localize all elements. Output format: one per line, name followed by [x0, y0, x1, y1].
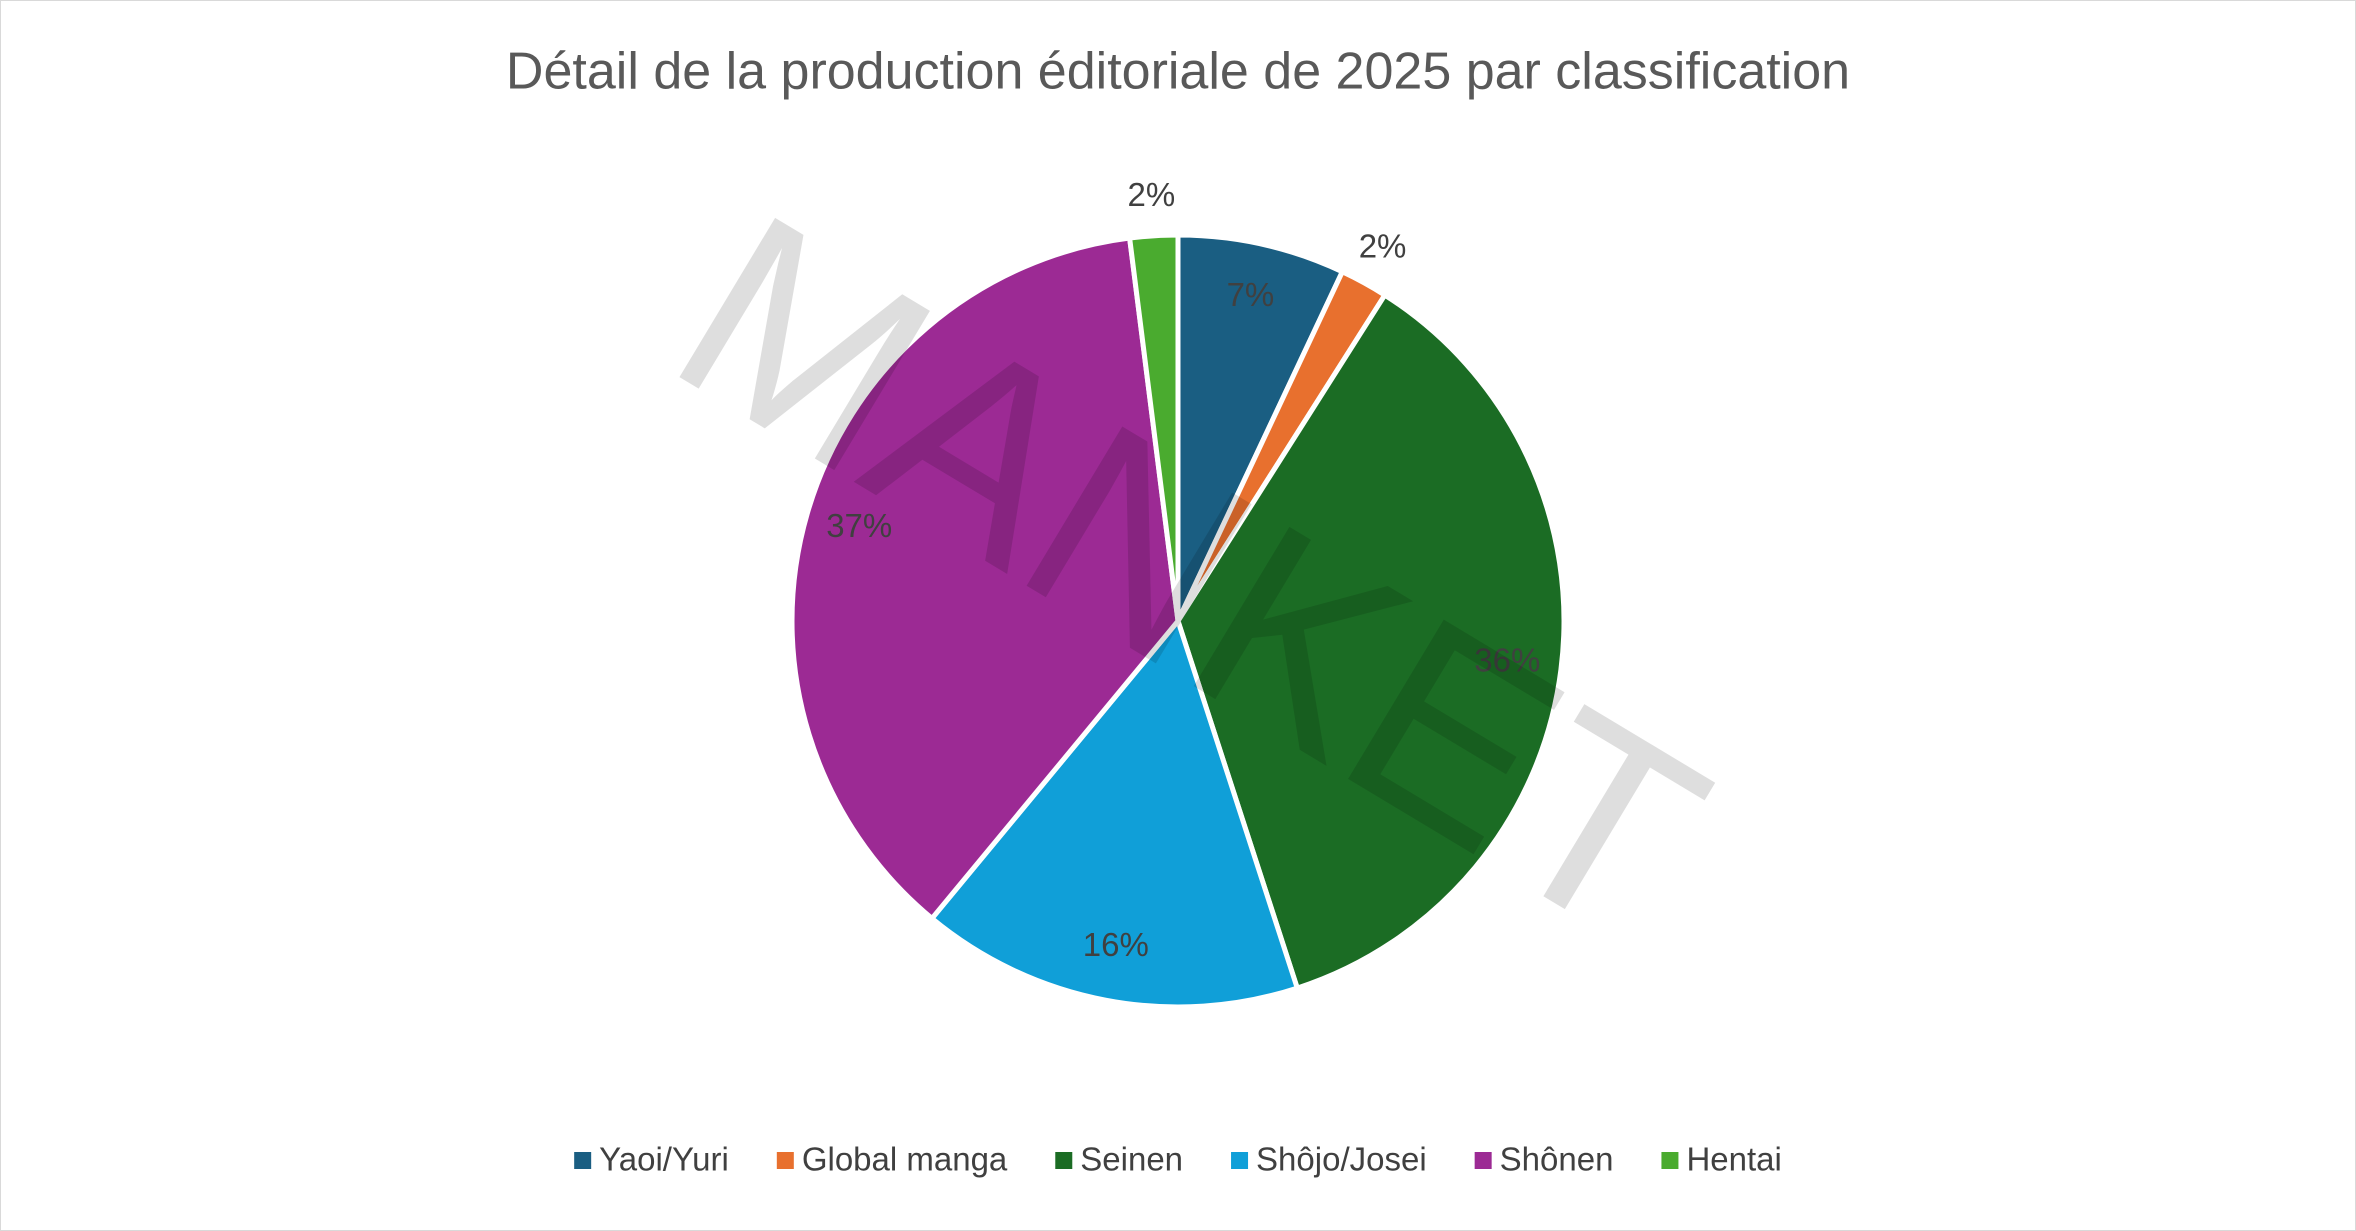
chart-title: Détail de la production éditoriale de 20… [506, 43, 1850, 101]
legend-label: Shôjo/Josei [1256, 1141, 1427, 1178]
legend-label: Global manga [802, 1141, 1008, 1178]
legend-label: Hentai [1686, 1141, 1781, 1178]
pie-slice [1175, 292, 1567, 991]
legend-swatch [1231, 1152, 1249, 1169]
pie-slice [789, 235, 1181, 921]
legend-label: Seinen [1080, 1141, 1183, 1178]
data-labels: 7% 2% 36% 16% 37% 2% [826, 176, 1540, 963]
legend-swatch [574, 1152, 592, 1169]
legend-swatch [1055, 1152, 1073, 1169]
data-label: 2% [1359, 228, 1407, 265]
data-label: 2% [1127, 176, 1175, 213]
pie-slice [1127, 232, 1181, 624]
legend-label: Yaoi/Yuri [599, 1141, 729, 1178]
legend-swatch [1661, 1152, 1679, 1169]
pie-slice [1175, 232, 1345, 624]
data-label: 16% [1083, 926, 1149, 963]
data-label: 37% [826, 507, 892, 544]
pie-slice [929, 618, 1300, 1010]
data-label: 36% [1474, 641, 1540, 678]
legend-swatch [1474, 1152, 1492, 1169]
legend-label: Shônen [1500, 1141, 1614, 1178]
legend: Yaoi/Yuri Global manga Seinen Shôjo/Josei Sh… [574, 1141, 1782, 1178]
data-label: 7% [1227, 276, 1275, 313]
pie [789, 232, 1567, 1010]
legend-swatch [776, 1152, 794, 1169]
